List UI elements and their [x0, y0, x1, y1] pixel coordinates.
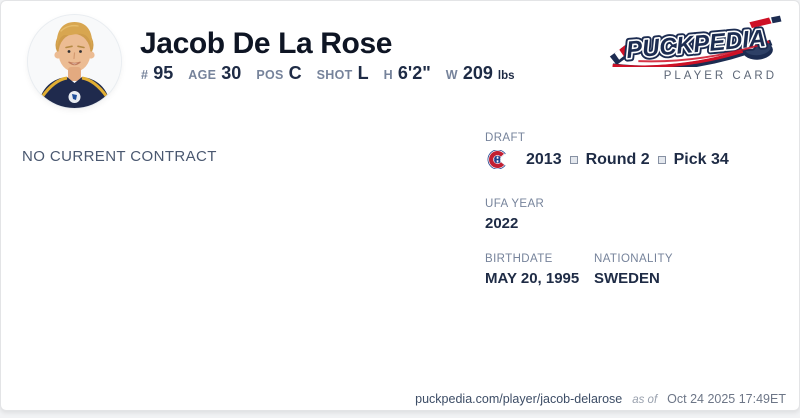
brand-block: PUCKPEDIA PUCKPEDIA PUCKPEDIA PLAYER CAR… [607, 15, 787, 82]
player-avatar [27, 14, 122, 109]
player-name: Jacob De La Rose [140, 27, 393, 60]
stat-value: C [288, 63, 302, 83]
player-page-url[interactable]: puckpedia.com/player/jacob-delarose [415, 392, 623, 406]
stat-value: 6'2" [397, 63, 431, 83]
stat-label: # [141, 68, 149, 82]
nationality-label: NATIONALITY [594, 253, 673, 265]
stat-position: POS C [256, 63, 301, 84]
stat-age: AGE 30 [188, 63, 241, 84]
ufa-section: UFA YEAR 2022 [485, 198, 544, 232]
separator-square-icon [569, 155, 578, 164]
montreal-canadiens-logo-icon[interactable] [485, 150, 512, 169]
draft-round: Round 2 [585, 150, 650, 168]
as-of-label: as of [632, 394, 658, 406]
birthdate-value: MAY 20, 1995 [485, 270, 580, 287]
draft-pick: Pick 34 [673, 150, 729, 168]
ufa-value: 2022 [485, 215, 519, 232]
ufa-label: UFA YEAR [485, 198, 545, 210]
snapshot-timestamp: Oct 24 2025 17:49ET [667, 392, 786, 406]
stat-number: # 95 [141, 63, 173, 84]
draft-year: 2013 [526, 150, 562, 168]
stat-label: SHOT [316, 68, 353, 82]
stat-label: POS [256, 68, 284, 82]
contract-status: NO CURRENT CONTRACT [22, 148, 217, 165]
stat-label: AGE [188, 68, 217, 82]
stat-shot: SHOT L [317, 63, 369, 84]
player-stats-row: # 95 AGE 30 POS C SHOT L H 6'2" W 209 lb… [141, 63, 515, 84]
nationality-section: NATIONALITY SWEDEN [594, 253, 673, 287]
card-type-label: PLAYER CARD [663, 70, 777, 82]
stat-value: L [357, 63, 369, 83]
draft-section: DRAFT 2013 Round 2 Pick 34 [485, 132, 729, 169]
stat-value: 209 [462, 63, 493, 83]
stat-height: H 6'2" [384, 63, 431, 84]
draft-row: 2013 Round 2 Pick 34 [485, 150, 729, 169]
puckpedia-logo-icon: PUCKPEDIA PUCKPEDIA PUCKPEDIA [609, 15, 782, 67]
stat-label: H [383, 68, 393, 82]
footer: puckpedia.com/player/jacob-delarose as o… [415, 392, 786, 406]
stat-weight: W 209 lbs [446, 63, 515, 84]
stat-label: W [445, 68, 458, 82]
stat-unit: lbs [497, 70, 515, 82]
nationality-value: SWEDEN [594, 270, 660, 287]
stat-value: 30 [221, 63, 242, 83]
player-photo [28, 15, 121, 108]
birthdate-section: BIRTHDATE MAY 20, 1995 [485, 253, 579, 287]
birthdate-label: BIRTHDATE [485, 253, 553, 265]
draft-label: DRAFT [485, 132, 526, 144]
stat-value: 95 [153, 63, 174, 83]
separator-square-icon [657, 155, 666, 164]
